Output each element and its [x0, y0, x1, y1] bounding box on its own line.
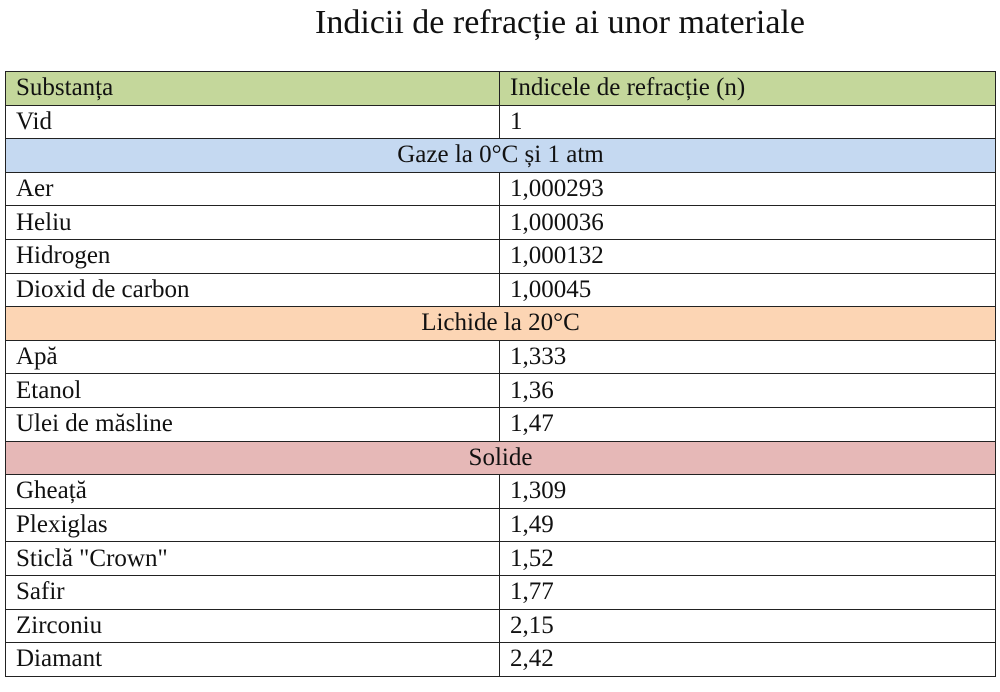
- refractive-index-value: 1,000036: [499, 205, 996, 240]
- substance-name: Dioxid de carbon: [5, 272, 500, 308]
- section-header-gases: Gaze la 0°C și 1 atm: [5, 138, 996, 173]
- table-row: Dioxid de carbon 1,00045: [5, 272, 996, 308]
- refractive-index-value: 1,333: [499, 339, 996, 375]
- table-row: Diamant 2,42: [5, 642, 996, 677]
- table-row: Aer 1,000293: [5, 171, 996, 207]
- substance-name: Sticlă "Crown": [5, 541, 500, 576]
- header-refractive-index: Indicele de refracție (n): [499, 71, 996, 106]
- substance-name: Apă: [5, 339, 500, 375]
- section-label: Solide: [5, 440, 996, 476]
- substance-name: Hidrogen: [5, 238, 500, 274]
- refractive-index-value: 1,47: [499, 406, 996, 442]
- section-header-solids: Solide: [5, 440, 996, 476]
- table-row: Zirconiu 2,15: [5, 608, 996, 644]
- table-row: Safir 1,77: [5, 574, 996, 610]
- refractive-index-value: 1,00045: [499, 272, 996, 308]
- refractive-index-value: 1: [499, 104, 996, 140]
- substance-name: Diamant: [5, 642, 500, 677]
- refractive-index-value: 1,000293: [499, 171, 996, 207]
- refractive-index-value: 1,36: [499, 373, 996, 408]
- refractive-index-value: 2,42: [499, 642, 996, 677]
- table-row: Heliu 1,000036: [5, 205, 996, 240]
- substance-name: Zirconiu: [5, 608, 500, 644]
- table-row: Apă 1,333: [5, 339, 996, 375]
- section-label: Lichide la 20°C: [5, 306, 996, 341]
- substance-name: Etanol: [5, 373, 500, 408]
- substance-name: Plexiglas: [5, 507, 500, 543]
- section-header-liquids: Lichide la 20°C: [5, 306, 996, 341]
- substance-name: Vid: [5, 104, 500, 140]
- substance-name: Ulei de măsline: [5, 406, 500, 442]
- substance-name: Heliu: [5, 205, 500, 240]
- substance-name: Safir: [5, 574, 500, 610]
- table-row: Etanol 1,36: [5, 373, 996, 408]
- table-row: Hidrogen 1,000132: [5, 238, 996, 274]
- page-title: Indicii de refracție ai unor materiale: [315, 4, 805, 41]
- table-row: Gheață 1,309: [5, 474, 996, 509]
- refractive-index-value: 1,49: [499, 507, 996, 543]
- refractive-index-value: 2,15: [499, 608, 996, 644]
- section-label: Gaze la 0°C și 1 atm: [5, 138, 996, 173]
- table-header-row: Substanța Indicele de refracție (n): [5, 71, 996, 106]
- table-row: Sticlă "Crown" 1,52: [5, 541, 996, 576]
- refractive-index-value: 1,52: [499, 541, 996, 576]
- substance-name: Aer: [5, 171, 500, 207]
- table-row: Plexiglas 1,49: [5, 507, 996, 543]
- refractive-index-value: 1,309: [499, 474, 996, 509]
- refractive-index-value: 1,77: [499, 574, 996, 610]
- table-row: Vid 1: [5, 104, 996, 140]
- substance-name: Gheață: [5, 474, 500, 509]
- refractive-index-table: Substanța Indicele de refracție (n) Vid …: [5, 71, 996, 677]
- header-substance: Substanța: [5, 71, 500, 106]
- table-row: Ulei de măsline 1,47: [5, 406, 996, 442]
- refractive-index-value: 1,000132: [499, 238, 996, 274]
